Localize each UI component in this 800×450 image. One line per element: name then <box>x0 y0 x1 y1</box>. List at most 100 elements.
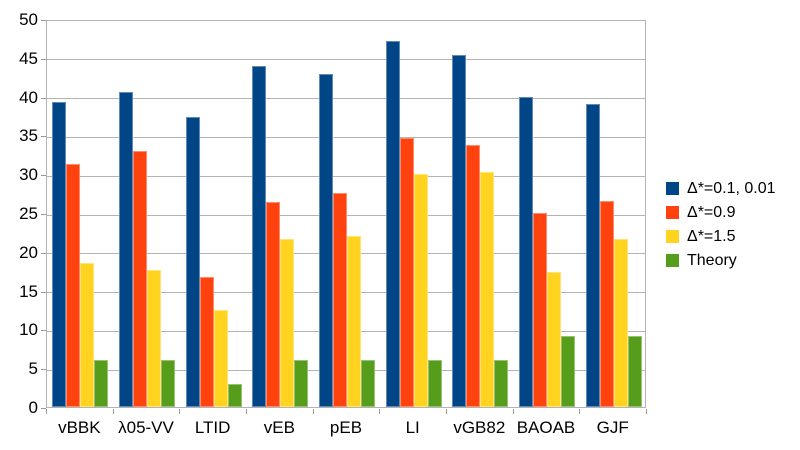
bar-LTID-Δ*=0.9 <box>199 277 214 407</box>
bar-vEB-Theory <box>294 359 309 407</box>
y-tick-0 <box>41 408 46 409</box>
bar-pEB-Δ*=0.1, 0.01 <box>318 74 333 407</box>
bar-group-pEB <box>314 21 381 407</box>
y-tick-30 <box>41 175 46 177</box>
bar-BAOAB-Δ*=1.5 <box>546 272 561 407</box>
y-axis-label-20: 20 <box>19 242 38 262</box>
bar-λ05-VV-Theory <box>160 359 175 407</box>
y-tick-40 <box>41 97 46 99</box>
y-axis-label-40: 40 <box>19 87 38 107</box>
bar-LTID-Δ*=0.1, 0.01 <box>185 116 200 407</box>
gridline-30 <box>47 175 645 177</box>
x-tick-3 <box>246 409 247 414</box>
y-axis-label-0: 0 <box>28 398 38 417</box>
y-axis-label-45: 45 <box>19 48 38 68</box>
y-tick-5 <box>41 369 46 371</box>
bar-group-vGB82 <box>447 21 514 407</box>
x-axis-label-vGB82: vGB82 <box>453 418 506 437</box>
x-axis-label-vEB: vEB <box>263 418 295 437</box>
bar-LTID-Δ*=1.5 <box>213 310 228 407</box>
bar-GJF-Δ*=0.9 <box>599 201 614 407</box>
bar-vGB82-Δ*=0.1, 0.01 <box>452 54 467 407</box>
bar-LI-Δ*=1.5 <box>413 174 428 407</box>
bar-GJF-Theory <box>627 336 642 407</box>
bar-GJF-Δ*=1.5 <box>613 239 628 407</box>
bar-vBBK-Δ*=0.9 <box>66 164 81 407</box>
bar-group-LI <box>380 21 447 407</box>
bar-pEB-Δ*=0.9 <box>332 192 347 407</box>
y-tick-50 <box>41 20 46 21</box>
legend-item-Theory: Theory <box>666 252 776 269</box>
bar-LI-Δ*=0.1, 0.01 <box>385 40 400 407</box>
legend-label: Δ*=0.9 <box>687 204 736 221</box>
x-tick-1 <box>113 409 114 414</box>
x-axis-label-GJF: GJF <box>596 418 629 437</box>
gridline-45 <box>47 59 645 61</box>
y-tick-35 <box>41 136 46 138</box>
y-axis-label-30: 30 <box>19 165 38 185</box>
bar-pEB-Δ*=1.5 <box>346 235 361 407</box>
x-axis-label-LTID: LTID <box>194 418 231 437</box>
y-tick-20 <box>41 252 46 254</box>
bar-pEB-Theory <box>360 359 375 407</box>
gridline-35 <box>47 136 645 138</box>
x-tick-8 <box>579 409 580 414</box>
bar-GJF-Δ*=0.1, 0.01 <box>585 104 600 407</box>
x-axis-label-vBBK: vBBK <box>58 418 101 437</box>
legend-item-Δ*=0.9: Δ*=0.9 <box>666 204 776 221</box>
plot-area <box>46 20 646 408</box>
bar-group-vBBK <box>47 21 114 407</box>
x-tick-4 <box>313 409 314 414</box>
legend-label: Theory <box>687 252 737 269</box>
x-axis-label-LI: LI <box>405 418 420 437</box>
bar-λ05-VV-Δ*=1.5 <box>146 270 161 407</box>
bar-vGB82-Theory <box>494 359 509 407</box>
legend-swatch-icon <box>666 230 679 243</box>
y-tick-45 <box>41 58 46 60</box>
bar-LTID-Theory <box>227 383 242 407</box>
legend-label: Δ*=1.5 <box>687 228 736 245</box>
bar-vEB-Δ*=0.9 <box>266 202 281 407</box>
legend-swatch-icon <box>666 206 679 219</box>
x-axis-label-λ05-VV: λ05-VV <box>118 418 174 437</box>
x-tick-5 <box>379 409 380 414</box>
bar-λ05-VV-Δ*=0.9 <box>132 150 147 407</box>
legend-item-Δ*=0.1, 0.01: Δ*=0.1, 0.01 <box>666 180 776 197</box>
y-axis-label-10: 10 <box>19 320 38 340</box>
y-tick-15 <box>41 291 46 293</box>
bar-group-λ05-VV <box>114 21 181 407</box>
bar-BAOAB-Theory <box>560 336 575 407</box>
x-axis-label-pEB: pEB <box>329 418 363 437</box>
bar-vEB-Δ*=0.1, 0.01 <box>252 65 267 407</box>
bar-BAOAB-Δ*=0.1, 0.01 <box>518 97 533 407</box>
x-tick-7 <box>513 409 514 414</box>
y-axis-label-15: 15 <box>19 281 38 301</box>
bar-LI-Theory <box>427 359 442 407</box>
y-tick-10 <box>41 330 46 332</box>
y-axis-label-35: 35 <box>19 126 38 146</box>
x-axis-label-BAOAB: BAOAB <box>516 418 576 437</box>
bar-vGB82-Δ*=0.9 <box>466 144 481 407</box>
legend-label: Δ*=0.1, 0.01 <box>687 180 776 197</box>
x-tick-2 <box>179 409 180 414</box>
y-axis-label-25: 25 <box>19 204 38 223</box>
bar-vBBK-Theory <box>94 359 109 407</box>
y-axis-label-50: 50 <box>19 10 38 29</box>
legend-swatch-icon <box>666 254 679 267</box>
gridline-40 <box>47 98 645 100</box>
x-tick-9 <box>646 409 647 414</box>
x-tick-0 <box>46 409 47 414</box>
bar-LI-Δ*=0.9 <box>399 137 414 407</box>
bar-vEB-Δ*=1.5 <box>280 239 295 407</box>
legend-item-Δ*=1.5: Δ*=1.5 <box>666 228 776 245</box>
x-tick-6 <box>446 409 447 414</box>
bar-group-GJF <box>580 21 647 407</box>
bar-vBBK-Δ*=0.1, 0.01 <box>52 102 67 407</box>
bar-λ05-VV-Δ*=0.1, 0.01 <box>118 91 133 407</box>
legend: Δ*=0.1, 0.01 Δ*=0.9 Δ*=1.5 Theory <box>666 180 776 269</box>
bar-group-vEB <box>247 21 314 407</box>
y-tick-25 <box>41 214 46 215</box>
y-axis-label-5: 5 <box>28 359 38 379</box>
bar-group-LTID <box>180 21 247 407</box>
